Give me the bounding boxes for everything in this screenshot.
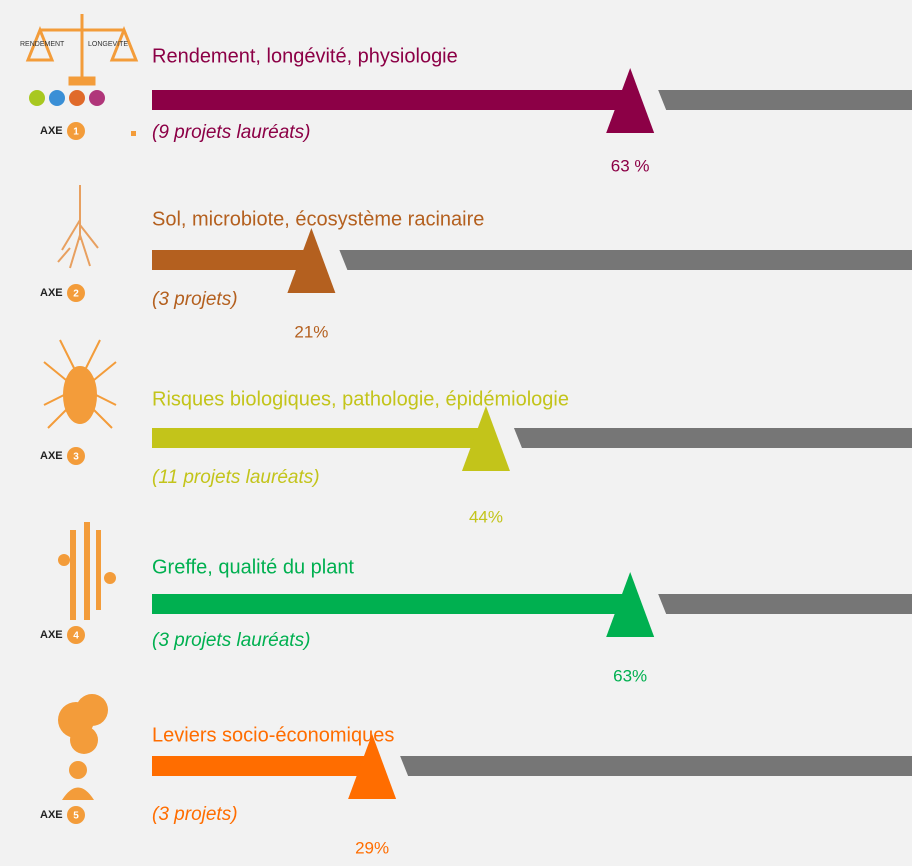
axis-title: Rendement, longévité, physiologie [152, 45, 458, 67]
axis-number: 3 [73, 452, 79, 463]
axis-subtitle: (3 projets) [152, 289, 238, 310]
icon-root [57, 185, 99, 269]
value-label: 63% [613, 666, 647, 685]
bullet [131, 131, 136, 136]
icon-insect [43, 339, 117, 429]
progress-bar [152, 428, 486, 448]
axis-subtitle: (3 projets) [152, 804, 238, 825]
icon-graft [58, 522, 116, 620]
track [658, 90, 912, 110]
progress-bar [152, 756, 373, 776]
axis-badge [67, 806, 85, 824]
progress-bar [152, 250, 312, 270]
icon-dots [29, 90, 105, 106]
value-label: 21% [294, 322, 328, 341]
progress-marker [348, 734, 397, 799]
icon-label: LONGEVITE [88, 41, 128, 48]
icon-balance [25, 14, 139, 86]
axis-word: AXE [40, 629, 63, 641]
axis-title: Greffe, qualité du plant [152, 556, 354, 578]
axis-title: Leviers socio-économiques [152, 724, 394, 746]
value-label: 29% [355, 838, 389, 857]
track [400, 756, 912, 776]
axis-word: AXE [40, 809, 63, 821]
axis-title: Risques biologiques, pathologie, épidémi… [152, 388, 569, 410]
icon-label: RENDEMENT [20, 41, 65, 48]
axis-badge [67, 122, 85, 140]
progress-marker [606, 572, 655, 637]
progress-marker [606, 68, 655, 133]
axis-number: 5 [73, 811, 79, 822]
axis-number: 2 [73, 289, 79, 300]
axis-subtitle: (9 projets lauréats) [152, 122, 310, 143]
icon-socio [58, 694, 108, 800]
axis-number: 1 [73, 127, 79, 138]
progress-bar [152, 594, 631, 614]
value-label: 44% [469, 507, 503, 526]
axis-number: 4 [73, 631, 79, 642]
axis-subtitle: (11 projets lauréats) [152, 467, 320, 488]
progress-bar [152, 90, 631, 110]
axis-badge [67, 284, 85, 302]
axis-subtitle: (3 projets lauréats) [152, 630, 310, 651]
track [513, 428, 912, 448]
progress-marker [287, 228, 336, 293]
axis-word: AXE [40, 125, 63, 137]
axis-title: Sol, microbiote, écosystème racinaire [152, 208, 484, 230]
axis-word: AXE [40, 287, 63, 299]
value-label: 63 % [611, 156, 650, 175]
axis-word: AXE [40, 450, 63, 462]
track [658, 594, 912, 614]
axis-badge [67, 626, 85, 644]
progress-marker [461, 406, 510, 471]
track [339, 250, 912, 270]
axis-badge [67, 447, 85, 465]
